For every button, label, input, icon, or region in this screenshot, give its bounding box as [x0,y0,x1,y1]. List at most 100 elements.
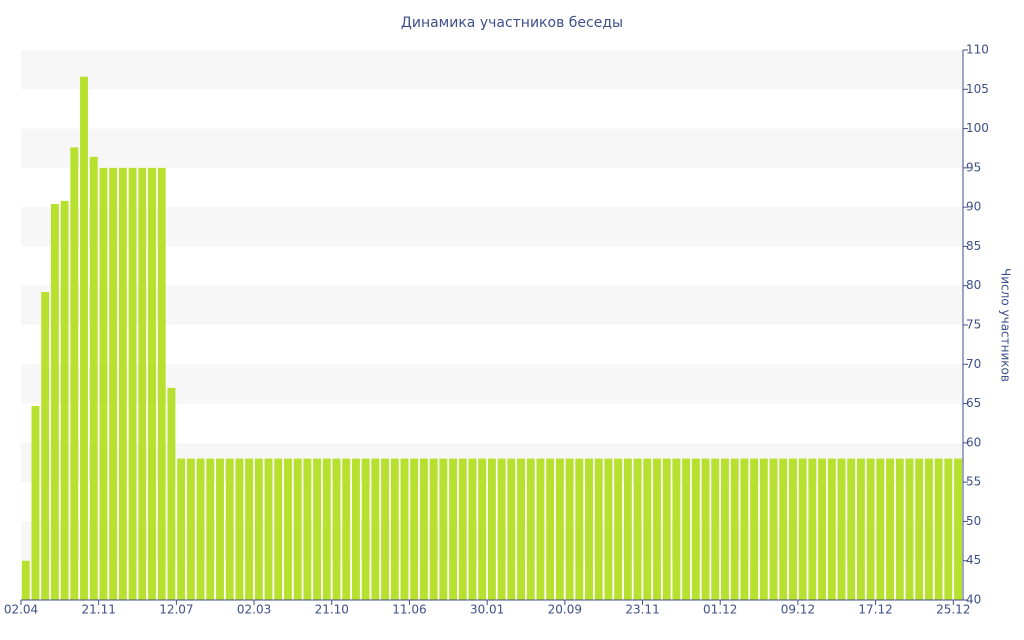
bar [138,167,147,600]
bar [80,76,88,600]
y-tick-label: 55 [966,475,981,489]
bar [924,458,933,600]
bar [769,458,778,600]
x-tick-label: 30.01 [470,603,504,617]
grid-band [21,207,963,247]
bar [167,387,176,600]
grid-band [21,364,963,404]
bar [721,458,729,600]
bar [254,458,263,600]
bar [284,458,292,600]
bar [128,167,137,600]
bar [798,458,807,600]
bar [50,204,59,600]
bar [497,458,506,600]
bar [89,156,98,600]
x-tick-label: 02.04 [4,603,38,617]
bar [633,458,642,600]
bar [711,458,720,600]
x-tick-label: 09.12 [781,603,815,617]
bar [31,405,40,600]
bar [216,458,224,600]
bar [439,458,448,600]
y-tick-label: 50 [966,514,981,528]
bar [458,458,467,600]
bar [779,458,788,600]
bar [585,458,593,600]
bar [555,458,564,600]
x-tick-label: 20.09 [548,603,582,617]
bar [915,458,924,600]
bar [225,458,234,600]
bar [614,458,623,600]
x-tick-label: 02.03 [237,603,271,617]
x-tick-label: 21.11 [82,603,116,617]
x-tick-label: 01.12 [703,603,737,617]
bar [594,458,603,600]
y-tick-label: 65 [966,396,981,410]
bar [876,458,885,600]
bar [400,458,409,600]
y-tick-label: 70 [966,357,981,371]
bar [526,458,535,600]
bar [856,458,865,600]
bar [944,458,953,600]
bar [682,458,691,600]
bar [118,167,127,600]
y-tick-label: 80 [966,278,981,292]
x-tick-label: 12.07 [159,603,193,617]
bar [109,167,118,600]
bar [264,458,273,600]
bar [177,458,186,600]
bar [332,458,341,600]
y-tick-label: 110 [966,43,989,57]
bar [954,458,962,600]
bar [245,458,254,600]
bar [818,458,827,600]
x-tick-label: 25.12 [936,603,970,617]
bar [429,458,438,600]
bar [565,458,574,600]
bar [41,292,50,600]
y-tick-label: 75 [966,318,981,332]
x-tick-label: 17.12 [858,603,892,617]
y-tick-label: 85 [966,239,981,253]
bar [643,458,652,600]
bar [691,458,700,600]
x-tick-label: 21.10 [315,603,349,617]
bar [21,560,30,600]
grid-band [21,285,963,325]
y-tick-label: 90 [966,200,981,214]
bar [808,458,817,600]
x-tick-label: 11.06 [392,603,426,617]
bar [468,458,477,600]
bar [507,458,516,600]
chart-title: Динамика участников беседы [401,15,623,31]
bar [934,458,943,600]
bar [701,458,710,600]
bar [274,458,283,600]
bar [827,458,836,600]
bar [653,458,661,600]
bar [837,458,846,600]
y-tick-label: 45 [966,553,981,567]
bar [895,458,904,600]
bar [371,458,380,600]
bar [186,458,195,600]
bar [410,458,419,600]
grid-band [21,128,963,168]
bar [847,458,856,600]
bar [662,458,671,600]
bar [381,458,390,600]
bar [788,458,797,600]
bar [623,458,632,600]
bar [536,458,545,600]
bar [517,458,525,600]
bar [60,200,69,600]
bar [866,458,875,600]
bar [604,458,613,600]
bar [351,458,360,600]
bar [342,458,351,600]
bar [487,458,496,600]
bar [313,458,322,600]
